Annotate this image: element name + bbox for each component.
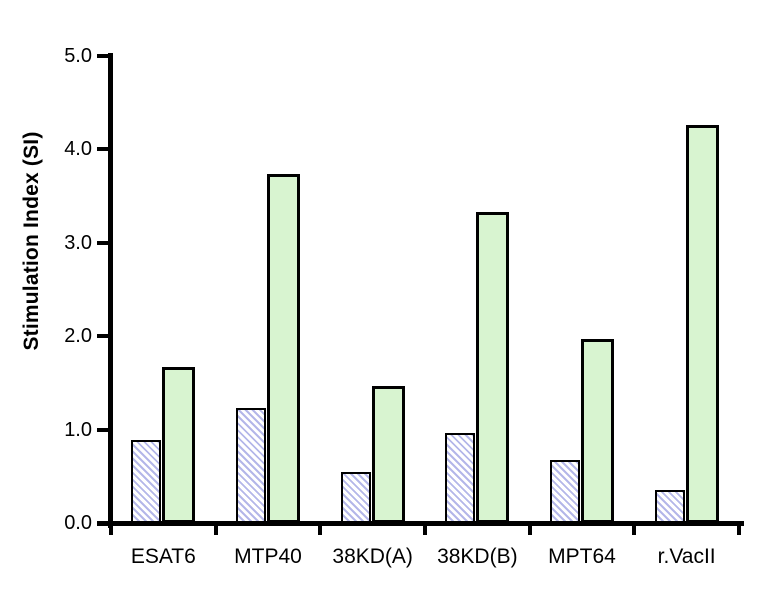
x-category-label-mtp40: MTP40 [234, 545, 302, 568]
y-tick-label: 3.0 [64, 231, 92, 254]
bar-green-mpt64 [581, 339, 614, 523]
y-tick-label: 2.0 [64, 325, 92, 348]
bar-green-38kd-a- [371, 386, 405, 523]
bar-green-38kd-b- [476, 212, 510, 523]
x-tick-mark [632, 526, 637, 535]
bar-green-mtp40 [267, 174, 300, 523]
bar-green-r-vacii [685, 125, 719, 523]
x-category-label-mpt64: MPT64 [548, 545, 616, 568]
y-tick-label: 5.0 [64, 45, 92, 67]
y-tick-label: 4.0 [64, 138, 92, 161]
bar-hatched-esat6 [131, 440, 162, 523]
y-tick-mark [97, 427, 109, 432]
x-tick-mark [109, 526, 113, 535]
y-tick-mark [97, 54, 109, 58]
x-category-label-r-vacii: r.VacII [657, 545, 716, 568]
y-tick-label: 1.0 [64, 418, 92, 441]
bar-hatched-38kd-b- [445, 433, 476, 523]
bar-hatched-r-vacii [654, 490, 685, 523]
x-tick-mark [423, 526, 427, 535]
bar-hatched-38kd-a- [340, 472, 371, 523]
x-axis-line [97, 521, 744, 526]
x-category-label-esat6: ESAT6 [130, 545, 196, 568]
y-tick-label: 0.0 [64, 512, 92, 534]
x-tick-mark [527, 526, 532, 535]
y-tick-mark [97, 240, 109, 245]
x-category-label-38kd-a-: 38KD(A) [332, 545, 413, 568]
x-tick-mark [318, 526, 323, 535]
bar-hatched-mpt64 [550, 460, 580, 523]
y-axis-title: Stimulation Index (SI) [20, 131, 43, 351]
y-tick-mark [97, 147, 109, 152]
bar-green-esat6 [162, 367, 196, 523]
y-tick-mark [97, 334, 109, 339]
y-axis-line [108, 53, 113, 528]
bar-hatched-mtp40 [236, 408, 266, 523]
x-category-label-38kd-b-: 38KD(B) [437, 545, 518, 568]
x-tick-mark [213, 526, 218, 535]
y-tick-mark [97, 521, 109, 525]
x-tick-mark [737, 526, 741, 535]
